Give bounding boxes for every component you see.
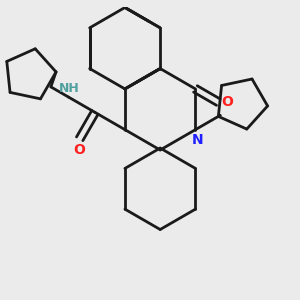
Text: N: N <box>192 133 203 147</box>
Text: O: O <box>221 95 233 109</box>
Text: O: O <box>73 143 85 157</box>
Text: NH: NH <box>59 82 80 94</box>
